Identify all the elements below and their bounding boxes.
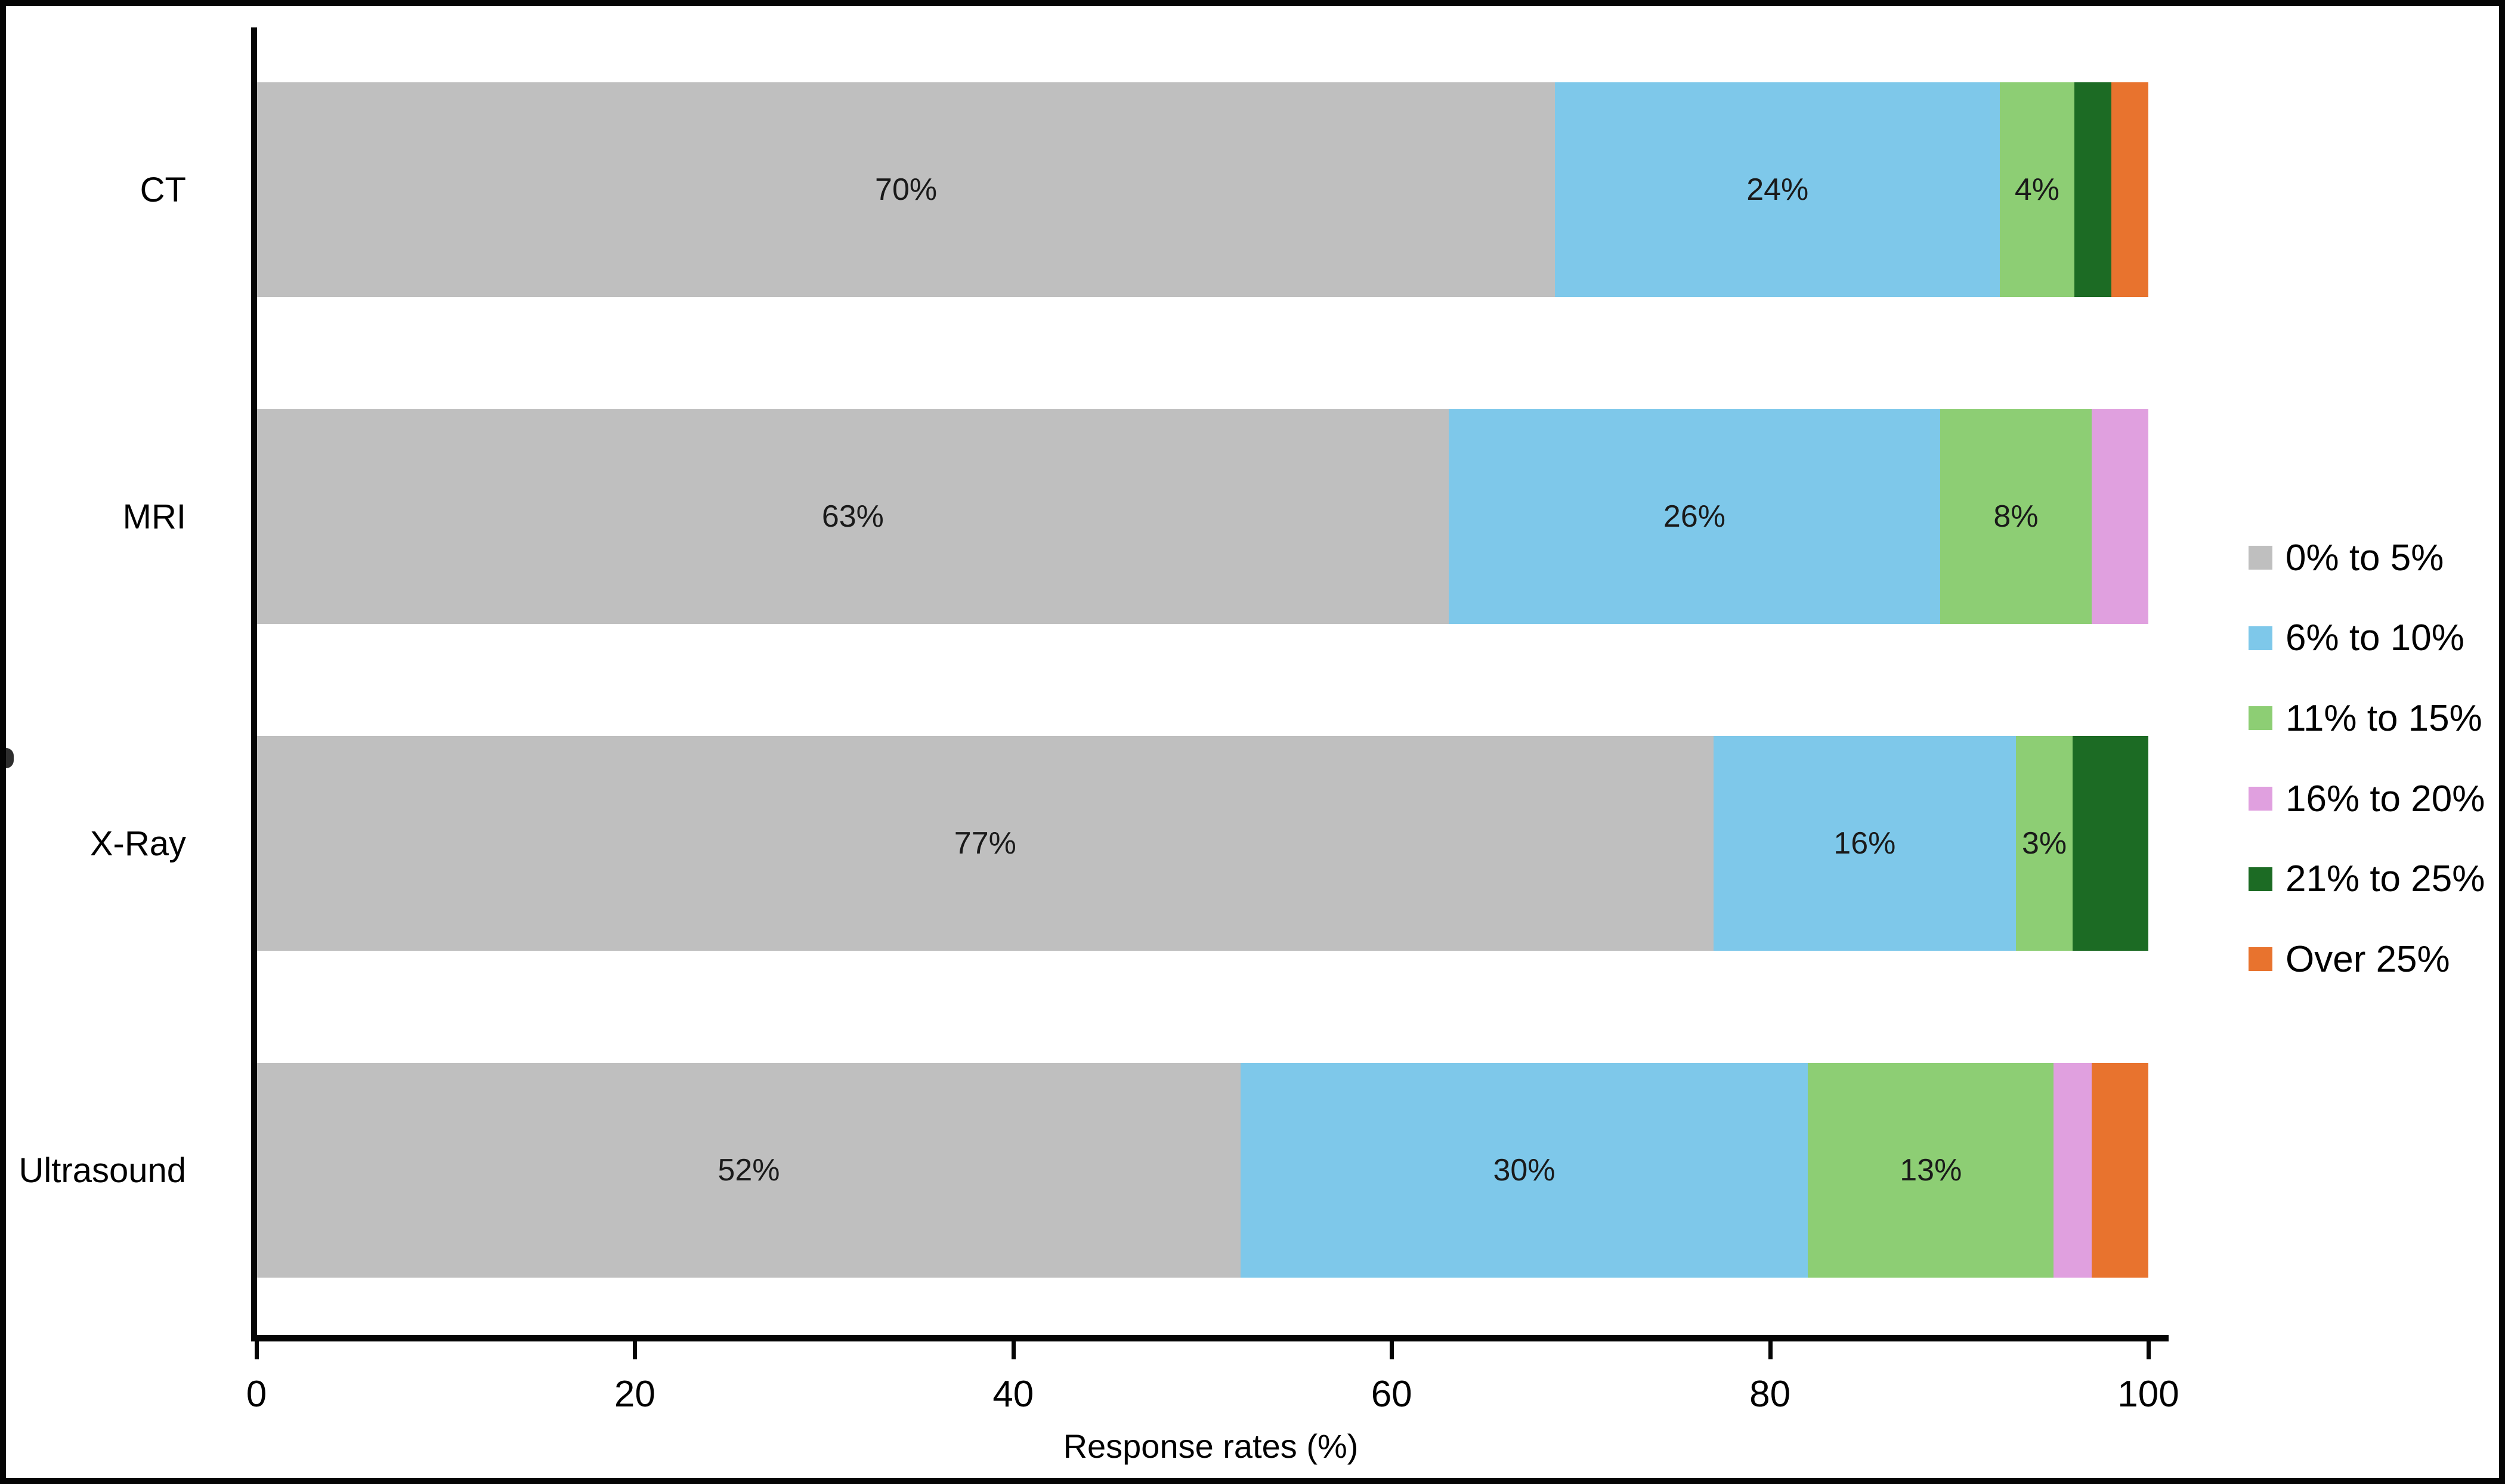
bar-segment-ultrasound-6-to-10-: 30% <box>1240 1063 1808 1278</box>
bar-segment-mri-6-to-10-: 26% <box>1448 409 1941 624</box>
y-axis-line <box>251 27 257 1341</box>
data-label: 52% <box>718 1153 780 1188</box>
bar-segment-ultrasound-11-to-15-: 13% <box>1808 1063 2054 1278</box>
legend-swatch-icon <box>2249 626 2272 650</box>
data-label: 3% <box>2022 826 2067 861</box>
x-axis-line <box>251 1335 2169 1341</box>
bar-segment-x-ray-21-to-25- <box>2073 736 2148 951</box>
data-label: 13% <box>1900 1153 1962 1188</box>
x-tick-40 <box>1011 1341 1016 1359</box>
bar-segment-mri-11-to-15-: 8% <box>1940 409 2092 624</box>
legend-item-6-to-10-: 6% to 10% <box>2249 598 2485 679</box>
category-label-x-ray: X-Ray <box>89 824 186 863</box>
x-tick-label-0: 0 <box>246 1374 267 1415</box>
bar-segment-x-ray-6-to-10-: 16% <box>1713 736 2017 951</box>
x-tick-20 <box>633 1341 638 1359</box>
data-label: 24% <box>1746 172 1809 207</box>
bar-row-x-ray: 77% 16% 3% <box>257 736 2148 951</box>
bar-segment-x-ray-0-to-5-: 77% <box>257 736 1714 951</box>
legend: 0% to 5% 6% to 10% 11% to 15% 16% to 20% 21%… <box>2249 518 2485 1000</box>
bar-segment-ct-over-25- <box>2111 82 2148 297</box>
legend-item-11-to-15-: 11% to 15% <box>2249 678 2485 759</box>
bar-segment-ct-11-to-15-: 4% <box>2000 82 2074 297</box>
bar-segment-ct-6-to-10-: 24% <box>1555 82 2000 297</box>
legend-swatch-icon <box>2249 706 2272 731</box>
bar-segment-mri-0-to-5-: 63% <box>257 409 1449 624</box>
bar-row-ultrasound: 52% 30% 13% <box>257 1063 2148 1278</box>
data-label: 26% <box>1663 499 1725 534</box>
legend-swatch-icon <box>2249 947 2272 972</box>
x-tick-100 <box>2147 1341 2151 1359</box>
data-label: 4% <box>2014 172 2060 207</box>
legend-label: 6% to 10% <box>2286 617 2464 659</box>
legend-item-0-to-5-: 0% to 5% <box>2249 518 2485 598</box>
bar-segment-ct-21-to-25- <box>2074 82 2111 297</box>
data-label: 16% <box>1833 826 1896 861</box>
x-tick-label-100: 100 <box>2117 1374 2179 1415</box>
legend-label: 0% to 5% <box>2286 537 2444 579</box>
legend-item-21-to-25-: 21% to 25% <box>2249 839 2485 919</box>
x-tick-label-40: 40 <box>992 1374 1034 1415</box>
bar-row-mri: 63% 26% 8% <box>257 409 2148 624</box>
category-label-ultrasound: Ultrasound <box>18 1151 186 1190</box>
x-tick-80 <box>1768 1341 1773 1359</box>
x-tick-0 <box>255 1341 259 1359</box>
x-tick-label-60: 60 <box>1371 1374 1412 1415</box>
legend-label: Over 25% <box>2286 938 2450 980</box>
legend-swatch-icon <box>2249 787 2272 811</box>
data-label: 63% <box>821 499 884 534</box>
bar-segment-ct-0-to-5-: 70% <box>257 82 1555 297</box>
clipped-ink-artifact <box>6 748 14 768</box>
bar-segment-ultrasound-16-to-20- <box>2054 1063 2092 1278</box>
bar-segment-x-ray-11-to-15-: 3% <box>2016 736 2073 951</box>
legend-swatch-icon <box>2249 546 2272 570</box>
legend-swatch-icon <box>2249 867 2272 891</box>
data-label: 77% <box>954 826 1016 861</box>
data-label: 30% <box>1493 1153 1555 1188</box>
data-label: 8% <box>1993 499 2039 534</box>
legend-item-over-25-: Over 25% <box>2249 919 2485 1000</box>
x-tick-label-20: 20 <box>614 1374 655 1415</box>
legend-item-16-to-20-: 16% to 20% <box>2249 759 2485 839</box>
x-axis-title: Response rates (%) <box>1063 1427 1359 1465</box>
x-tick-label-80: 80 <box>1749 1374 1791 1415</box>
x-tick-60 <box>1390 1341 1394 1359</box>
legend-label: 16% to 20% <box>2286 778 2485 820</box>
data-label: 70% <box>875 172 938 207</box>
bar-segment-ultrasound-0-to-5-: 52% <box>257 1063 1241 1278</box>
bar-segment-ultrasound-over-25- <box>2091 1063 2148 1278</box>
bar-row-ct: 70% 24% 4% <box>257 82 2148 297</box>
bar-segment-mri-16-to-20- <box>2091 409 2148 624</box>
category-label-mri: MRI <box>122 497 186 536</box>
legend-label: 21% to 25% <box>2286 858 2485 900</box>
legend-label: 11% to 15% <box>2286 697 2482 739</box>
category-label-ct: CT <box>140 170 186 209</box>
